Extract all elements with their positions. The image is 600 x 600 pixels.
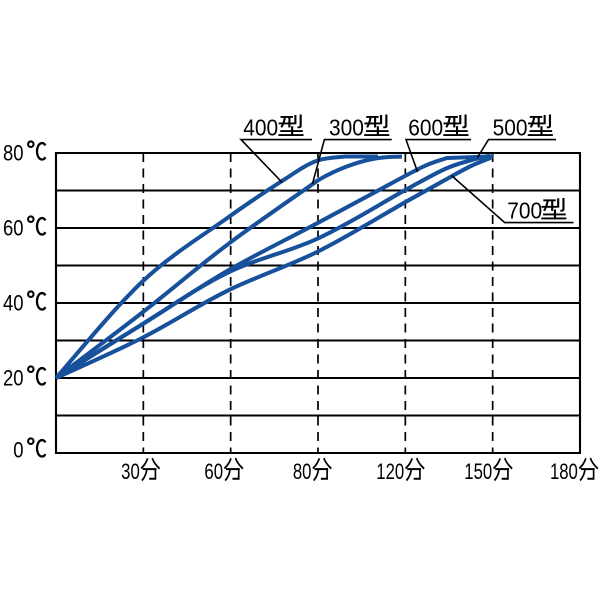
svg-text:150: 150 (464, 460, 492, 485)
svg-text:20: 20 (3, 367, 24, 391)
svg-text:400: 400 (243, 114, 278, 140)
svg-text:30: 30 (121, 460, 140, 485)
svg-text:600: 600 (408, 114, 443, 140)
svg-text:700: 700 (507, 198, 542, 224)
svg-text:60: 60 (3, 217, 24, 241)
svg-text:60: 60 (204, 460, 223, 485)
svg-text:0: 0 (13, 439, 23, 463)
svg-text:80: 80 (293, 460, 312, 485)
svg-text:180: 180 (550, 460, 578, 485)
svg-text:40: 40 (3, 292, 24, 316)
svg-text:80: 80 (3, 142, 24, 166)
svg-text:300: 300 (329, 114, 364, 140)
svg-text:500: 500 (493, 114, 528, 140)
svg-text:120: 120 (376, 460, 404, 485)
